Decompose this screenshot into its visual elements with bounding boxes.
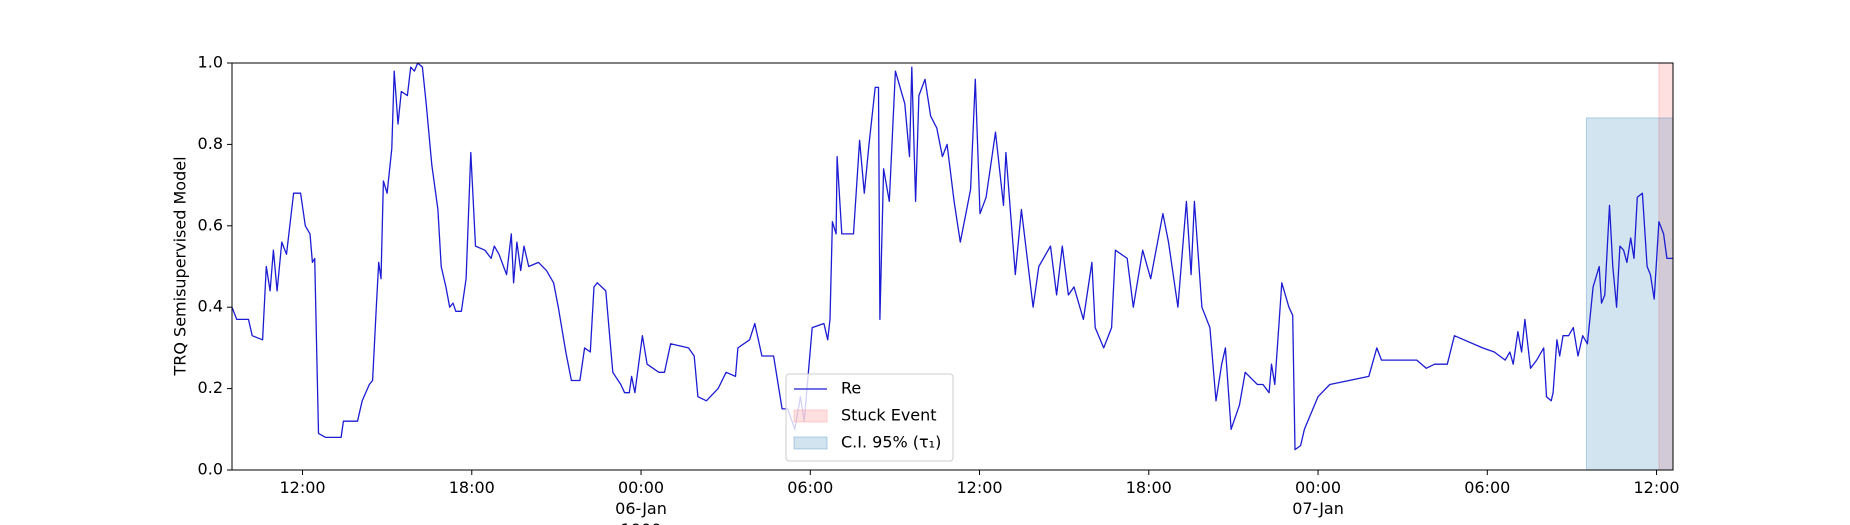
plot-frame — [231, 62, 1674, 471]
legend-label: Re — [841, 379, 861, 398]
span — [1585, 117, 1674, 471]
x-tick-label: 18:00 — [449, 478, 495, 497]
legend-label: C.I. 95% (τ₁) — [841, 433, 941, 452]
legend-swatch — [793, 409, 828, 423]
data-line — [231, 62, 1673, 451]
y-tick-label: 0.8 — [198, 134, 223, 153]
x-tick-label: 06:00 — [1464, 478, 1510, 497]
x-tick-label: 12:00 — [1633, 478, 1679, 497]
x-tick-label: 06:00 — [787, 478, 833, 497]
y-tick-label: 0.6 — [198, 215, 223, 234]
y-tick-label: 0.4 — [198, 297, 223, 316]
legend-box — [785, 373, 954, 462]
legend-label: Stuck Event — [841, 406, 937, 425]
legend-swatch — [793, 436, 828, 450]
x-tick-label: 18:00 — [1126, 478, 1172, 497]
y-axis-label: TRQ Semisupervised Model — [171, 156, 190, 376]
y-tick-label: 0.0 — [198, 460, 223, 479]
y-tick-label: 1.0 — [198, 53, 223, 72]
x-tick-label: 00:00 07-Jan — [1292, 478, 1344, 518]
y-tick-label: 0.2 — [198, 378, 223, 397]
x-tick-label: 12:00 — [279, 478, 325, 497]
x-tick-label: 12:00 — [956, 478, 1002, 497]
